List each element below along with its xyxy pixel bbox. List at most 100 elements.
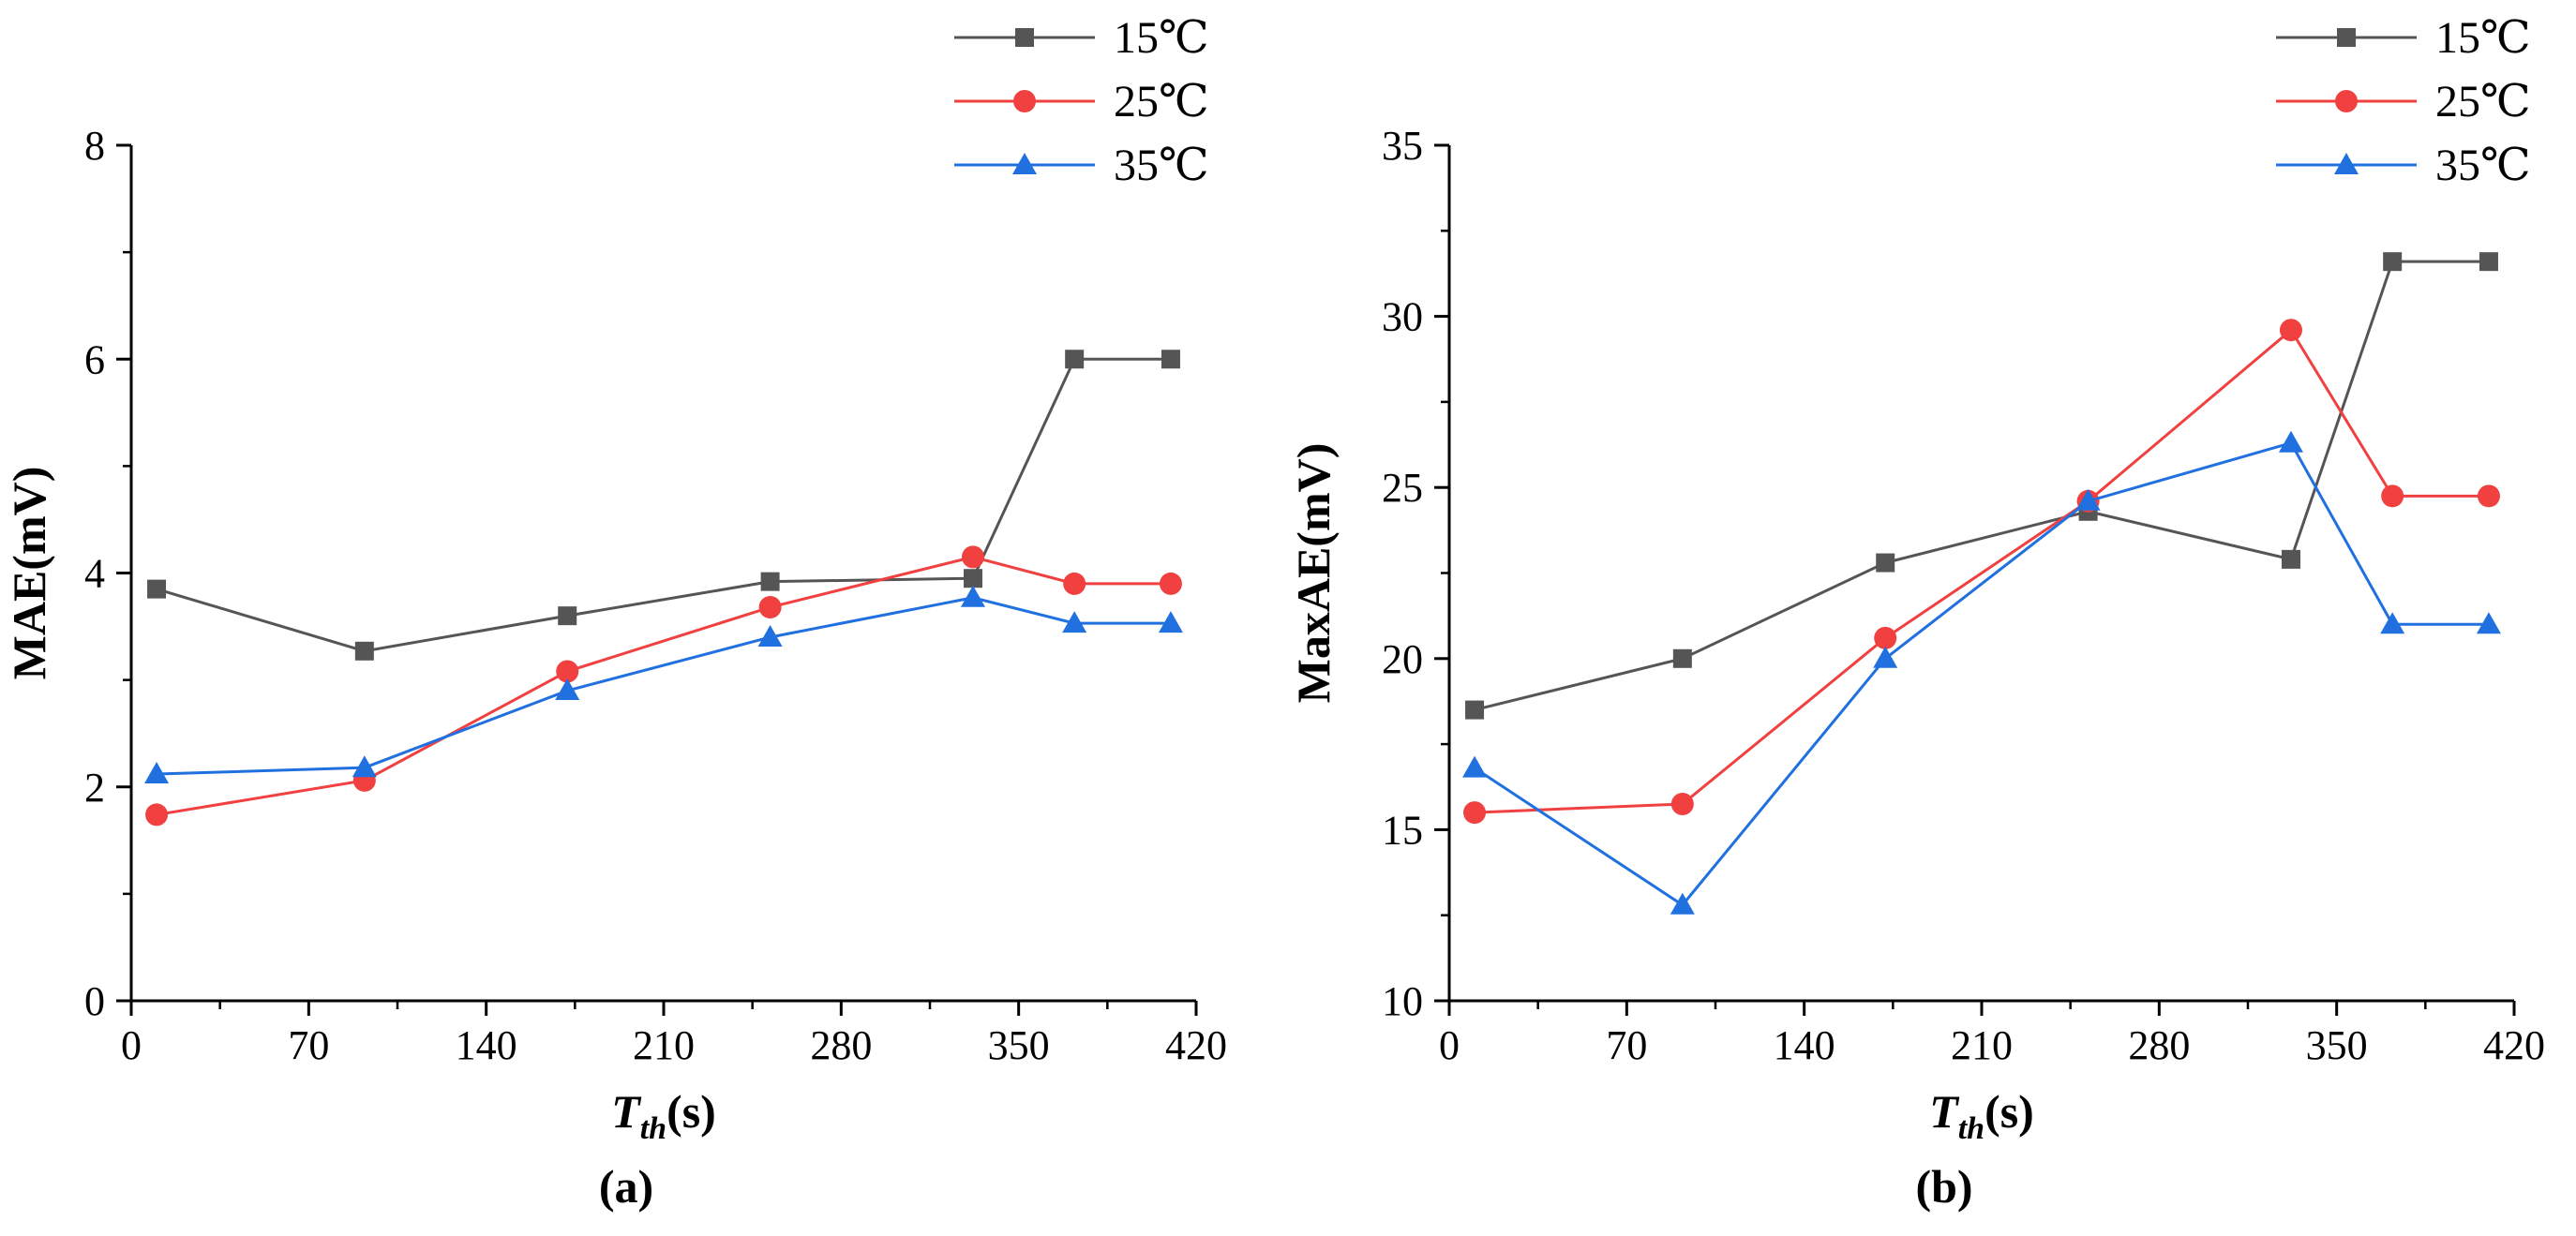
- y-tick-label: 0: [84, 978, 105, 1024]
- data-point: [1670, 892, 1695, 915]
- data-point: [2381, 484, 2404, 508]
- x-tick-label: 70: [288, 1022, 329, 1068]
- data-point: [2479, 252, 2498, 272]
- data-point: [2476, 612, 2501, 634]
- data-point: [2278, 430, 2303, 453]
- data-point: [1158, 611, 1183, 633]
- legend-marker: [2337, 28, 2356, 47]
- series-s35: [1462, 430, 2501, 915]
- data-point: [2383, 252, 2403, 272]
- series-line: [1474, 440, 2489, 907]
- x-axis-title-unit: (s): [666, 1085, 716, 1138]
- data-point: [354, 641, 374, 661]
- y-tick-label: 20: [1382, 636, 1423, 682]
- series-s15: [1465, 252, 2498, 720]
- x-axis-title-symbol: T: [1929, 1085, 1960, 1138]
- data-point: [1874, 626, 1897, 649]
- x-axis-title-subscript: th: [640, 1111, 666, 1146]
- data-point: [963, 569, 982, 588]
- panel-label: (b): [1915, 1160, 1972, 1213]
- legend-marker: [2335, 90, 2358, 112]
- legend-entry: 35℃: [2276, 141, 2531, 190]
- data-point: [1876, 553, 1895, 573]
- x-tick-label: 70: [1606, 1022, 1647, 1068]
- y-tick-label: 30: [1382, 294, 1423, 340]
- x-tick-label: 140: [456, 1022, 517, 1068]
- data-point: [960, 585, 985, 607]
- x-axis-title: Tth(s): [611, 1085, 716, 1146]
- x-tick-label: 280: [810, 1022, 872, 1068]
- x-axis-title-subscript: th: [1958, 1111, 1984, 1146]
- y-tick-label: 8: [84, 123, 105, 169]
- legend-entry: 25℃: [954, 77, 1209, 127]
- legend-entry: 15℃: [2276, 13, 2531, 63]
- chart-panel-a: 0 70 140 210 280 350 420 0 2 4 6 8 MAE(mV) Tth(s) (a) 1…: [3, 13, 1227, 1213]
- legend-label: 25℃: [2435, 77, 2531, 127]
- data-point: [758, 596, 782, 619]
- data-point: [760, 572, 780, 591]
- x-tick-label: 350: [2306, 1022, 2368, 1068]
- series-s35: [144, 585, 1183, 784]
- x-tick-label: 280: [2128, 1022, 2190, 1068]
- legend-label: 15℃: [1114, 13, 1209, 63]
- legend-marker: [1015, 28, 1034, 47]
- data-point: [1463, 801, 1487, 825]
- data-point: [1462, 755, 1488, 778]
- data-point: [2380, 612, 2405, 634]
- series-line: [1474, 260, 2489, 712]
- data-point: [2279, 319, 2302, 342]
- data-point: [558, 606, 577, 626]
- x-axis-title-symbol: T: [611, 1085, 642, 1138]
- data-point: [1065, 350, 1085, 369]
- x-tick-label: 0: [1439, 1022, 1460, 1068]
- data-point: [145, 803, 169, 826]
- data-point: [2281, 549, 2300, 569]
- data-point: [757, 624, 783, 647]
- legend-marker: [1013, 90, 1036, 112]
- legend-label: 25℃: [1114, 77, 1209, 127]
- series-line: [156, 555, 1171, 816]
- data-point: [1063, 572, 1086, 595]
- data-point: [352, 755, 377, 778]
- data-point: [1159, 572, 1182, 595]
- data-point: [1465, 700, 1485, 720]
- data-point: [1670, 793, 1694, 816]
- legend-marker: [1012, 153, 1037, 174]
- data-point: [1873, 646, 1898, 668]
- panel-label: (a): [599, 1160, 653, 1213]
- legend-label: 35℃: [1114, 141, 1209, 190]
- data-point: [144, 762, 170, 784]
- y-tick-label: 35: [1382, 123, 1423, 169]
- x-tick-label: 210: [633, 1022, 695, 1068]
- x-axis-title-unit: (s): [1984, 1085, 2034, 1138]
- legend-entry: 15℃: [954, 13, 1209, 63]
- series-s25: [145, 545, 1182, 826]
- x-tick-label: 0: [121, 1022, 142, 1068]
- data-point: [2075, 488, 2101, 511]
- x-tick-label: 420: [2483, 1022, 2545, 1068]
- series-line: [1474, 327, 2489, 814]
- y-tick-label: 10: [1382, 978, 1423, 1024]
- legend-marker: [2334, 153, 2359, 174]
- x-axis-title: Tth(s): [1929, 1085, 2034, 1146]
- data-point: [961, 545, 984, 569]
- legend-entry: 25℃: [2276, 77, 2531, 127]
- y-tick-label: 2: [84, 765, 105, 811]
- series-line: [156, 357, 1171, 653]
- data-point: [1062, 611, 1087, 633]
- y-tick-label: 6: [84, 336, 105, 382]
- series-s25: [1463, 319, 2500, 825]
- legend-label: 15℃: [2435, 13, 2531, 63]
- x-tick-label: 140: [1774, 1022, 1835, 1068]
- series-line: [157, 596, 1171, 776]
- data-point: [147, 579, 167, 599]
- series-s15: [147, 350, 1180, 661]
- y-axis-title: MaxAE(mV): [1287, 443, 1340, 704]
- x-tick-label: 420: [1165, 1022, 1227, 1068]
- y-axis-title: MAE(mV): [3, 467, 55, 680]
- data-point: [1672, 648, 1692, 668]
- y-tick-label: 4: [84, 551, 105, 597]
- x-tick-label: 210: [1951, 1022, 2013, 1068]
